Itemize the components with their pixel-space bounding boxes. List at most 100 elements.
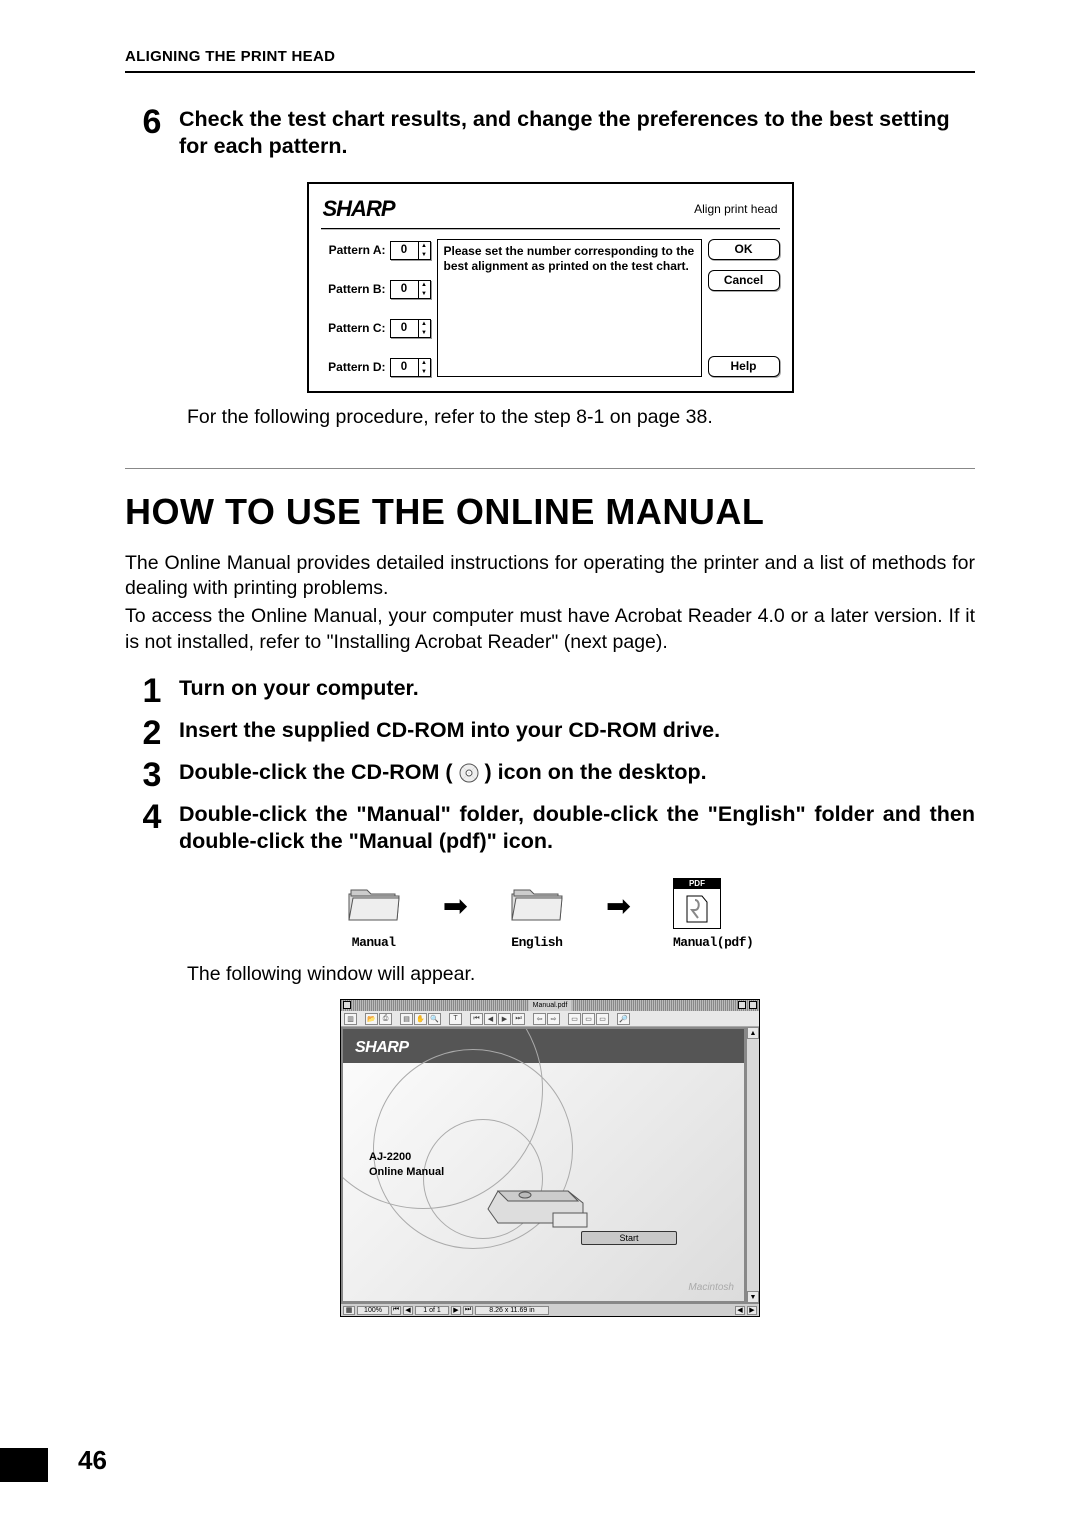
section-heading: HOW TO USE THE ONLINE MANUAL: [125, 491, 975, 533]
spinner-up-icon[interactable]: [419, 242, 430, 251]
step-2-text: Insert the supplied CD-ROM into your CD-…: [179, 716, 975, 750]
pdf-toolbar: ▥ 📂 ⎙ ▤ ✋ 🔍 T ⏮ ◀ ▶ ⏭ ⇦ ⇨ ▭ ▭: [341, 1011, 759, 1027]
vertical-scrollbar[interactable]: ▲ ▼: [746, 1027, 759, 1303]
last-page-icon[interactable]: ⏭: [512, 1013, 525, 1025]
scroll-right-icon[interactable]: ▶: [747, 1306, 757, 1315]
step-3-text: Double-click the CD-ROM ( ) icon on the …: [179, 758, 975, 792]
printer-illustration: [483, 1179, 593, 1233]
toolbar-icon[interactable]: ▥: [344, 1013, 357, 1025]
step-6-text: Check the test chart results, and change…: [179, 105, 975, 160]
cd-rom-icon: [459, 763, 479, 783]
pattern-a-value: 0: [391, 244, 418, 256]
step-3-text-after: ) icon on the desktop.: [479, 760, 707, 784]
fit-page-icon[interactable]: ▭: [568, 1013, 581, 1025]
english-folder-icon: [510, 882, 564, 924]
pattern-c-spinner[interactable]: 0: [390, 319, 431, 338]
window-titlebar: Manual.pdf: [341, 1000, 759, 1011]
step-3-text-before: Double-click the CD-ROM (: [179, 760, 459, 784]
ok-button[interactable]: OK: [708, 239, 780, 260]
folder-navigation-sequence: Manual ➡ English ➡ PDF Manual(pdf): [125, 878, 975, 950]
spinner-up-icon[interactable]: [419, 359, 430, 368]
macintosh-label: Macintosh: [688, 1282, 734, 1293]
arrow-right-icon: ➡: [443, 889, 468, 940]
back-icon[interactable]: ⇦: [533, 1013, 546, 1025]
step-6-number: 6: [125, 105, 179, 160]
print-icon[interactable]: ⎙: [379, 1013, 392, 1025]
window-close-button[interactable]: [343, 1001, 351, 1009]
arrow-right-icon: ➡: [606, 889, 631, 940]
fit-width-icon[interactable]: ▭: [582, 1013, 595, 1025]
dialog-instruction: Please set the number corresponding to t…: [437, 239, 702, 377]
actual-size-icon[interactable]: ▭: [596, 1013, 609, 1025]
header-divider: [125, 71, 975, 73]
pattern-d-value: 0: [391, 361, 418, 373]
step-3-number: 3: [125, 758, 179, 792]
pdf-viewer-window: Manual.pdf ▥ 📂 ⎙ ▤ ✋ 🔍 T ⏮ ◀ ▶ ⏭: [340, 999, 760, 1317]
scroll-up-icon[interactable]: ▲: [747, 1027, 759, 1039]
window-title: Manual.pdf: [529, 1000, 572, 1011]
manual-folder-label: Manual: [347, 935, 401, 950]
nav-next-icon[interactable]: ▶: [451, 1306, 461, 1315]
zoom-level[interactable]: 100%: [357, 1306, 389, 1315]
help-button[interactable]: Help: [708, 356, 780, 377]
pattern-c-label: Pattern C:: [321, 321, 390, 335]
refer-text: For the following procedure, refer to th…: [187, 405, 975, 430]
nav-first-icon[interactable]: ⏮: [391, 1306, 401, 1315]
next-page-icon[interactable]: ▶: [498, 1013, 511, 1025]
step-2-number: 2: [125, 716, 179, 750]
first-page-icon[interactable]: ⏮: [470, 1013, 483, 1025]
find-icon[interactable]: 🔎: [617, 1013, 630, 1025]
spinner-up-icon[interactable]: [419, 281, 430, 290]
step-1-number: 1: [125, 674, 179, 708]
zoom-tool-icon[interactable]: 🔍: [428, 1013, 441, 1025]
step-1-text: Turn on your computer.: [179, 674, 975, 708]
manual-pdf-icon: PDF: [673, 878, 721, 929]
nav-last-icon[interactable]: ⏭: [463, 1306, 473, 1315]
pattern-b-value: 0: [391, 283, 418, 295]
spinner-down-icon[interactable]: [419, 289, 430, 298]
dialog-title: Align print head: [694, 202, 777, 216]
page-layout-icon[interactable]: ▦: [343, 1306, 355, 1315]
spinner-up-icon[interactable]: [419, 320, 430, 329]
start-button[interactable]: Start: [581, 1231, 677, 1245]
nav-prev-icon[interactable]: ◀: [403, 1306, 413, 1315]
after-icons-text: The following window will appear.: [187, 962, 975, 987]
thumbnails-icon[interactable]: ▤: [400, 1013, 413, 1025]
pattern-a-spinner[interactable]: 0: [390, 241, 431, 260]
section-intro-1: The Online Manual provides detailed inst…: [125, 551, 975, 602]
pdf-document-view: SHARP AJ-2200 Online Manual Start Macint…: [341, 1027, 746, 1303]
section-intro-2: To access the Online Manual, your comput…: [125, 604, 975, 655]
side-mark: [0, 1448, 48, 1482]
page-size: 8.26 x 11.69 in: [475, 1306, 549, 1315]
spinner-down-icon[interactable]: [419, 250, 430, 259]
scroll-left-icon[interactable]: ◀: [735, 1306, 745, 1315]
text-select-icon[interactable]: T: [449, 1013, 462, 1025]
cancel-button[interactable]: Cancel: [708, 270, 780, 291]
forward-icon[interactable]: ⇨: [547, 1013, 560, 1025]
pattern-a-label: Pattern A:: [321, 243, 390, 257]
dialog-divider: [321, 228, 780, 229]
prev-page-icon[interactable]: ◀: [484, 1013, 497, 1025]
pattern-b-spinner[interactable]: 0: [390, 280, 431, 299]
pattern-d-label: Pattern D:: [321, 360, 390, 374]
page-header: ALIGNING THE PRINT HEAD: [125, 48, 975, 65]
spinner-down-icon[interactable]: [419, 328, 430, 337]
page-indicator: 1 of 1: [415, 1306, 449, 1315]
pdf-subtitle: Online Manual: [369, 1166, 444, 1178]
english-folder-label: English: [510, 935, 564, 950]
hand-tool-icon[interactable]: ✋: [414, 1013, 427, 1025]
window-zoom-button[interactable]: [749, 1001, 757, 1009]
page-number: 46: [78, 1445, 107, 1476]
window-collapse-button[interactable]: [738, 1001, 746, 1009]
dialog-brand: SHARP: [323, 196, 395, 222]
step-4-text: Double-click the "Manual" folder, double…: [179, 800, 975, 855]
pattern-d-spinner[interactable]: 0: [390, 358, 431, 377]
open-icon[interactable]: 📂: [365, 1013, 378, 1025]
spinner-down-icon[interactable]: [419, 367, 430, 376]
scroll-down-icon[interactable]: ▼: [747, 1291, 759, 1303]
pdf-badge: PDF: [673, 878, 721, 889]
pdf-model: AJ-2200: [369, 1151, 411, 1163]
pattern-c-value: 0: [391, 322, 418, 334]
section-divider: [125, 468, 975, 469]
pattern-b-label: Pattern B:: [321, 282, 390, 296]
